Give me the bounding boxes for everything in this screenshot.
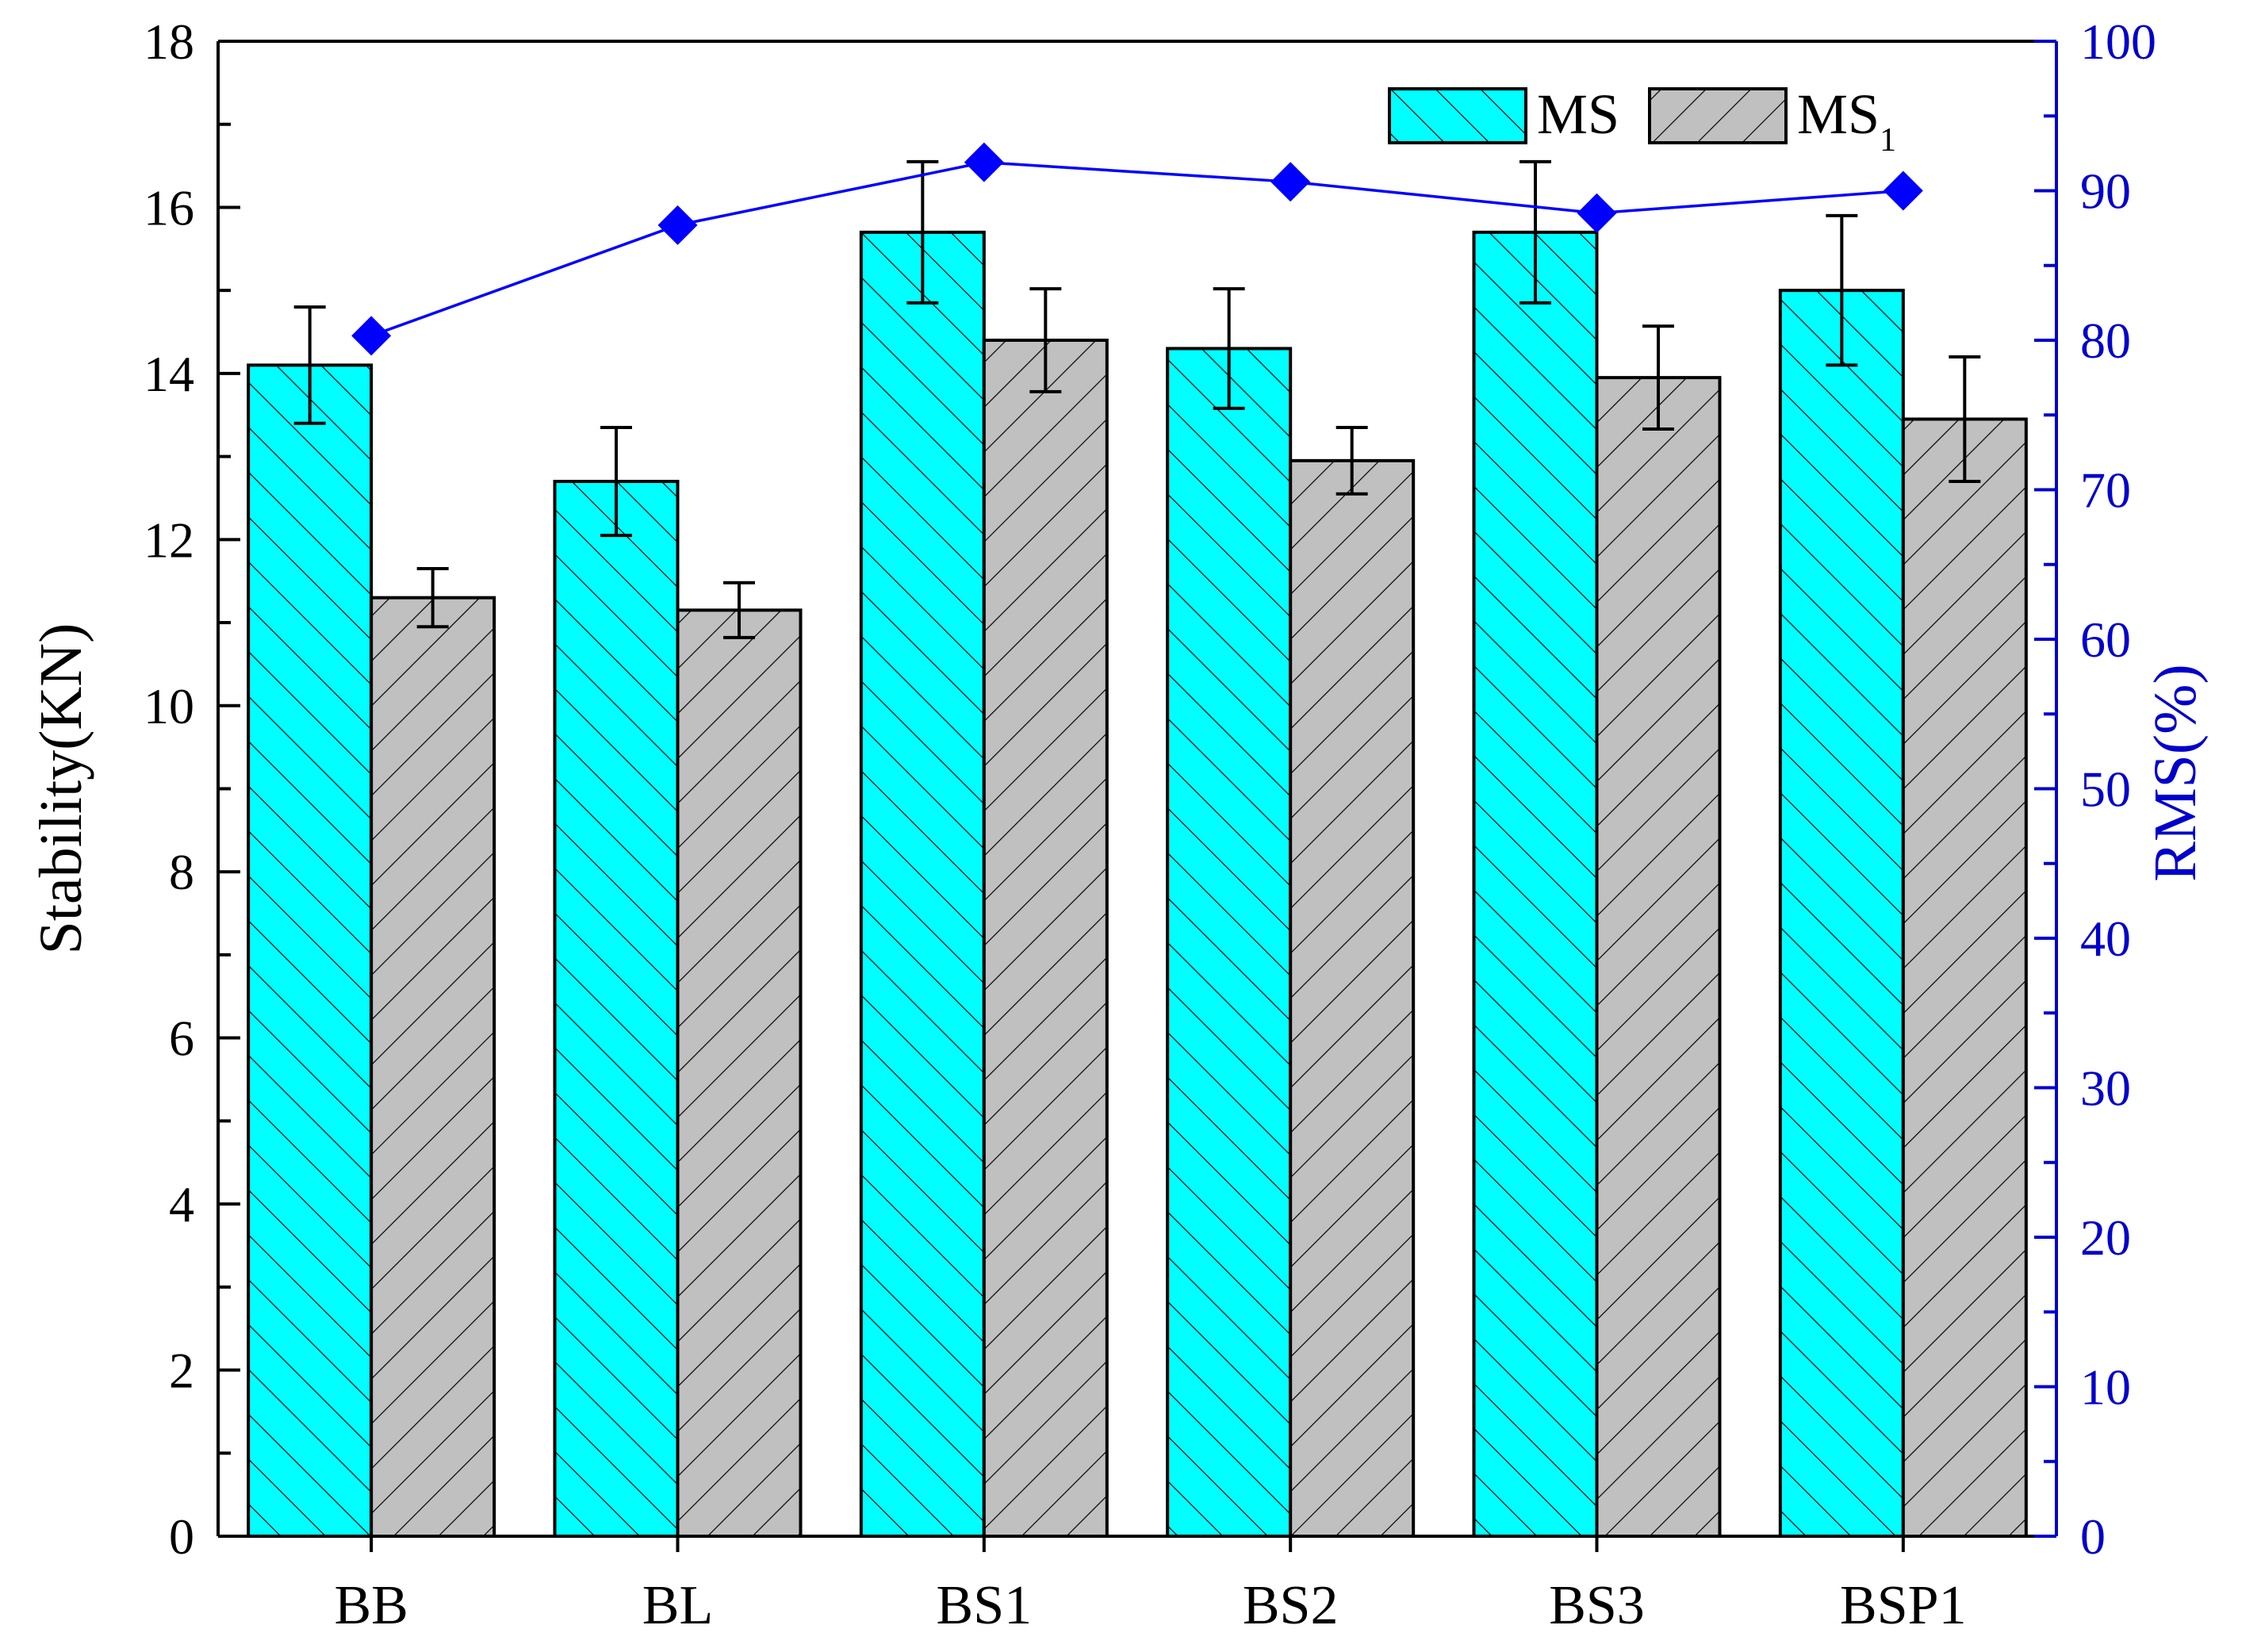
x-tick-label-bs1: BS1 (937, 1575, 1033, 1636)
x-tick-label-bl: BL (642, 1575, 713, 1636)
right-tick-label: 100 (2080, 13, 2156, 70)
x-tick-label-bb: BB (334, 1575, 408, 1636)
left-tick-label: 14 (144, 346, 194, 402)
left-tick-label: 0 (169, 1508, 194, 1565)
legend-label-ms1-subscript: 1 (1880, 122, 1896, 159)
left-tick-label: 18 (144, 13, 194, 70)
right-tick-label: 40 (2080, 910, 2131, 967)
bar-ms-hatch-bsp1 (1778, 289, 1905, 1539)
bar-ms1-hatch-bs1 (982, 339, 1109, 1538)
left-tick-label: 6 (169, 1010, 194, 1067)
rms-point-bs3 (1577, 193, 1617, 233)
left-tick-label: 12 (144, 512, 194, 568)
left-tick-label: 16 (144, 179, 194, 236)
right-tick-label: 80 (2080, 312, 2131, 369)
legend: MS MS1 (1388, 82, 1896, 159)
y2-axis-title: RMS(%) (2142, 664, 2209, 881)
x-tick-label-bs3: BS3 (1549, 1575, 1645, 1636)
right-tick-label: 0 (2080, 1508, 2106, 1565)
rms-point-bs1 (964, 142, 1004, 182)
right-tick-label: 10 (2080, 1359, 2131, 1416)
right-tick-label: 90 (2080, 163, 2131, 220)
left-tick-label: 2 (169, 1343, 194, 1399)
rms-point-bl (657, 205, 698, 245)
bars-layer (247, 230, 2028, 1539)
bar-ms1-hatch-bl (676, 608, 803, 1539)
legend-swatch-ms1-hatch (1648, 87, 1788, 144)
rms-point-bsp1 (1883, 171, 1923, 211)
bar-ms-hatch-bs2 (1166, 347, 1293, 1539)
rms-point-bb (351, 316, 392, 356)
left-tick-label: 8 (169, 844, 194, 900)
bar-ms1-hatch-bsp1 (1901, 417, 2028, 1538)
y-axis-title: Stability(KN) (28, 623, 94, 955)
x-tick-label-bs2: BS2 (1243, 1575, 1339, 1636)
bar-ms-hatch-bb (247, 363, 374, 1539)
rms-line-layer (351, 142, 1923, 356)
legend-swatch-ms-hatch (1388, 87, 1527, 144)
bar-ms-hatch-bs1 (859, 230, 986, 1539)
rms-point-bs2 (1270, 162, 1311, 202)
left-tick-label: 10 (144, 678, 194, 734)
right-tick-label: 50 (2080, 761, 2131, 818)
right-tick-label: 20 (2080, 1209, 2131, 1266)
x-tick-label-bsp1: BSP1 (1840, 1575, 1967, 1636)
legend-label-ms1: MS1 (1797, 82, 1896, 159)
axes-layer: 0 2 4 6 8 10 12 14 16 18 0 10 20 30 40 50 60 70 80 90 100 BB B… (28, 13, 2209, 1636)
legend-label-ms: MS (1537, 82, 1619, 146)
bar-ms1-hatch-bs3 (1595, 376, 1722, 1538)
bar-ms1-hatch-bb (370, 596, 496, 1538)
rms-series-line (370, 160, 1903, 337)
error-bars-layer (293, 159, 1981, 639)
bar-ms-hatch-bl (553, 480, 680, 1538)
right-tick-label: 60 (2080, 611, 2131, 668)
right-tick-label: 70 (2080, 462, 2131, 519)
bar-ms-hatch-bs3 (1472, 230, 1599, 1539)
right-tick-label: 30 (2080, 1060, 2131, 1117)
left-tick-label: 4 (169, 1176, 194, 1232)
bar-ms1-hatch-bs2 (1289, 458, 1416, 1539)
